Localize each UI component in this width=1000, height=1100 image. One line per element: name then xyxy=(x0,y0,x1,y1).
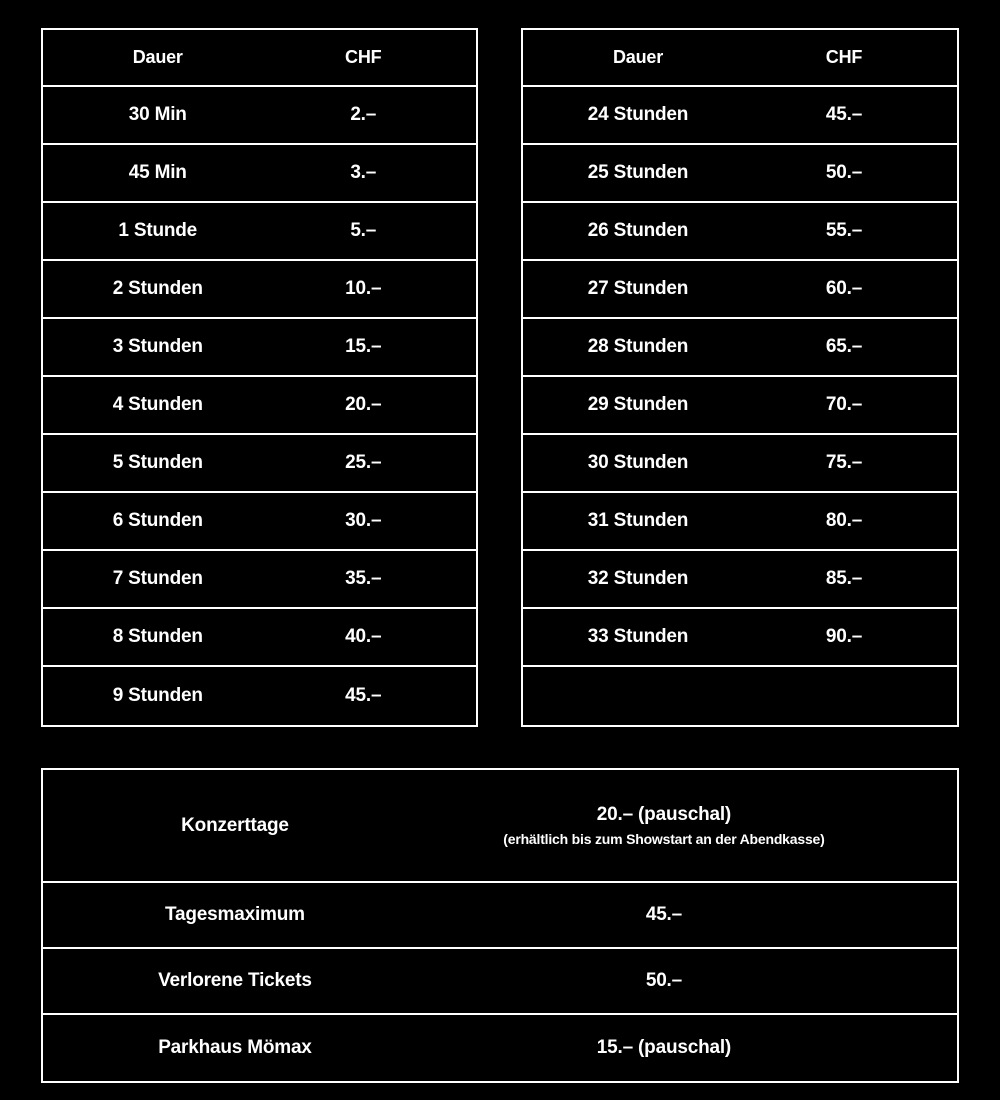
table-row: Verlorene Tickets 50.– xyxy=(43,949,957,1015)
table-row: 30 Stunden 75.– xyxy=(523,435,957,493)
cell-dauer: 6 Stunden xyxy=(112,510,203,532)
table-row: 6 Stunden 30.– xyxy=(43,493,476,551)
cell-label: Parkhaus Mömax xyxy=(158,1037,312,1059)
cell-chf: 40.– xyxy=(345,626,382,648)
cell-dauer: 24 Stunden xyxy=(587,104,689,126)
cell-dauer: 3 Stunden xyxy=(112,336,203,358)
cell-dauer: 33 Stunden xyxy=(587,626,689,648)
cell-dauer: 45 Min xyxy=(128,162,187,184)
cell-chf: 25.– xyxy=(345,452,382,474)
table-row: 45 Min 3.– xyxy=(43,145,476,203)
table-row: 1 Stunde 5.– xyxy=(43,203,476,261)
cell-value-main: 45.– xyxy=(645,904,683,926)
cell-chf: 10.– xyxy=(345,278,382,300)
cell-chf: 5.– xyxy=(350,220,377,242)
table-row: 24 Stunden 45.– xyxy=(523,87,957,145)
cell-dauer: 30 Stunden xyxy=(587,452,689,474)
column-header-chf: CHF xyxy=(345,47,382,68)
cell-chf: 30.– xyxy=(345,510,382,532)
table-row: 2 Stunden 10.– xyxy=(43,261,476,319)
cell-dauer: 31 Stunden xyxy=(587,510,689,532)
cell-chf: 65.– xyxy=(825,336,863,358)
cell-dauer: 2 Stunden xyxy=(112,278,203,300)
table-row: Konzerttage 20.– (pauschal) (erhältlich … xyxy=(43,770,957,883)
cell-chf: 70.– xyxy=(825,394,863,416)
cell-chf: 85.– xyxy=(825,568,863,590)
cell-chf: 50.– xyxy=(825,162,863,184)
cell-dauer: 27 Stunden xyxy=(587,278,689,300)
cell-value: 50.– xyxy=(427,970,957,992)
cell-value: 45.– xyxy=(427,904,957,926)
cell-label: Verlorene Tickets xyxy=(158,970,312,992)
cell-label: Tagesmaximum xyxy=(165,904,305,926)
cell-value: 20.– (pauschal) (erhältlich bis zum Show… xyxy=(427,804,957,848)
table-row: 8 Stunden 40.– xyxy=(43,609,476,667)
cell-chf: 45.– xyxy=(345,685,382,707)
tariff-table-special: Konzerttage 20.– (pauschal) (erhältlich … xyxy=(41,768,959,1083)
cell-dauer: 29 Stunden xyxy=(587,394,689,416)
table-row: 7 Stunden 35.– xyxy=(43,551,476,609)
table-row-empty xyxy=(523,667,957,725)
table-row: 31 Stunden 80.– xyxy=(523,493,957,551)
cell-dauer: 30 Min xyxy=(128,104,187,126)
cell-dauer: 9 Stunden xyxy=(112,685,203,707)
table-row: 3 Stunden 15.– xyxy=(43,319,476,377)
tariff-table-short-durations: Dauer CHF 30 Min 2.– 45 Min 3.– 1 Stunde… xyxy=(41,28,478,727)
cell-chf: 15.– xyxy=(345,336,382,358)
cell-chf: 75.– xyxy=(825,452,863,474)
cell-label: Konzerttage xyxy=(181,814,289,836)
table-header-row: Dauer CHF xyxy=(43,30,476,87)
cell-dauer: 8 Stunden xyxy=(112,626,203,648)
cell-value: 15.– (pauschal) xyxy=(427,1037,957,1059)
cell-chf: 20.– xyxy=(345,394,382,416)
cell-dauer: 25 Stunden xyxy=(587,162,689,184)
tariff-table-long-durations: Dauer CHF 24 Stunden 45.– 25 Stunden 50.… xyxy=(521,28,959,727)
column-header-dauer: Dauer xyxy=(612,47,664,68)
cell-value-note: (erhältlich bis zum Showstart an der Abe… xyxy=(503,831,825,848)
table-row: 33 Stunden 90.– xyxy=(523,609,957,667)
table-row: 9 Stunden 45.– xyxy=(43,667,476,725)
cell-chf: 2.– xyxy=(350,104,377,126)
cell-dauer: 7 Stunden xyxy=(112,568,203,590)
cell-dauer: 28 Stunden xyxy=(587,336,689,358)
cell-chf: 90.– xyxy=(825,626,863,648)
cell-dauer: 5 Stunden xyxy=(112,452,203,474)
cell-chf: 60.– xyxy=(825,278,863,300)
cell-chf: 55.– xyxy=(825,220,863,242)
cell-dauer: 4 Stunden xyxy=(112,394,203,416)
cell-value-main: 50.– xyxy=(645,970,683,992)
table-row: 25 Stunden 50.– xyxy=(523,145,957,203)
column-header-dauer: Dauer xyxy=(132,47,183,68)
table-row: 27 Stunden 60.– xyxy=(523,261,957,319)
cell-dauer: 1 Stunde xyxy=(118,220,198,242)
table-row: 28 Stunden 65.– xyxy=(523,319,957,377)
cell-chf: 45.– xyxy=(825,104,863,126)
table-row: 30 Min 2.– xyxy=(43,87,476,145)
table-row: Parkhaus Mömax 15.– (pauschal) xyxy=(43,1015,957,1081)
cell-chf: 80.– xyxy=(825,510,863,532)
cell-value-main: 20.– (pauschal) xyxy=(596,803,732,825)
cell-dauer: 26 Stunden xyxy=(587,220,689,242)
table-row: Tagesmaximum 45.– xyxy=(43,883,957,949)
table-row: 4 Stunden 20.– xyxy=(43,377,476,435)
table-row: 32 Stunden 85.– xyxy=(523,551,957,609)
table-header-row: Dauer CHF xyxy=(523,30,957,87)
table-row: 26 Stunden 55.– xyxy=(523,203,957,261)
cell-chf: 3.– xyxy=(350,162,377,184)
cell-value-main: 15.– (pauschal) xyxy=(596,1037,732,1059)
table-row: 5 Stunden 25.– xyxy=(43,435,476,493)
table-row: 29 Stunden 70.– xyxy=(523,377,957,435)
cell-chf: 35.– xyxy=(345,568,382,590)
column-header-chf: CHF xyxy=(825,47,863,68)
cell-dauer: 32 Stunden xyxy=(587,568,689,590)
